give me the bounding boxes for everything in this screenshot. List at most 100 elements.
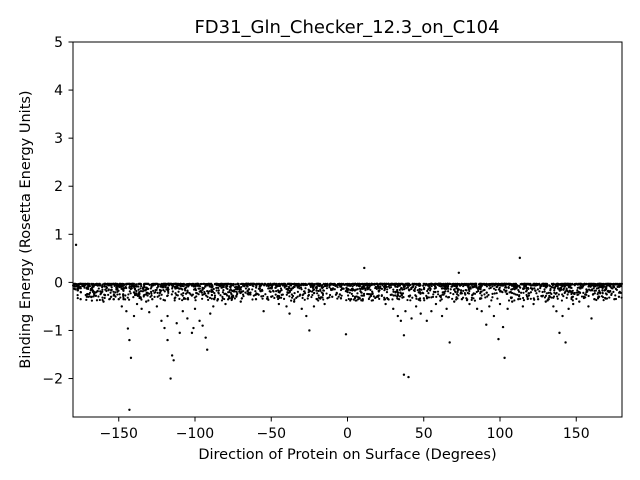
data-point — [491, 292, 494, 295]
data-point — [210, 297, 213, 300]
data-point — [498, 286, 501, 289]
data-point — [414, 294, 417, 297]
data-point — [135, 292, 138, 295]
data-point — [421, 291, 424, 294]
data-point — [614, 287, 617, 290]
data-point — [552, 283, 556, 286]
data-point — [570, 297, 573, 301]
data-point — [282, 284, 285, 287]
data-point — [315, 298, 319, 301]
data-point — [456, 290, 459, 294]
data-point — [269, 290, 272, 294]
data-point — [413, 282, 416, 286]
data-point — [391, 282, 394, 285]
data-point — [357, 296, 360, 299]
data-point — [156, 291, 159, 294]
data-point — [300, 288, 303, 291]
data-point — [459, 289, 463, 292]
data-point — [129, 287, 132, 291]
data-point — [166, 294, 169, 298]
data-point — [554, 292, 557, 295]
data-point — [286, 288, 290, 292]
data-point — [590, 317, 593, 320]
data-point — [602, 285, 606, 288]
data-point — [223, 283, 226, 286]
data-point — [278, 296, 281, 299]
data-point — [427, 292, 430, 295]
data-point — [128, 282, 131, 285]
data-point — [321, 283, 324, 287]
data-point — [186, 291, 189, 294]
data-point — [142, 295, 145, 298]
data-point — [141, 286, 145, 290]
data-point — [238, 290, 241, 293]
data-point — [349, 288, 352, 292]
data-point — [503, 356, 506, 360]
data-point — [174, 292, 177, 295]
data-point — [575, 297, 578, 300]
data-point — [371, 292, 374, 296]
data-point — [411, 296, 414, 299]
data-point — [77, 284, 80, 287]
data-point — [140, 307, 143, 311]
data-point — [360, 291, 363, 294]
data-point — [280, 289, 283, 292]
data-point — [96, 289, 99, 292]
data-point — [550, 296, 553, 299]
data-point — [226, 285, 229, 288]
data-point — [395, 283, 398, 286]
data-point — [351, 287, 354, 290]
data-point — [201, 324, 204, 327]
data-point — [273, 282, 276, 285]
data-point — [133, 284, 136, 288]
data-point — [339, 285, 342, 288]
data-point — [618, 282, 622, 286]
data-point — [383, 298, 386, 301]
data-point — [400, 292, 404, 295]
data-point — [254, 293, 258, 296]
data-point — [526, 297, 529, 300]
data-point — [589, 282, 592, 286]
data-point — [422, 282, 425, 285]
data-point — [117, 289, 120, 292]
data-point — [277, 302, 281, 306]
data-point — [156, 295, 159, 298]
data-point — [107, 293, 110, 296]
data-point — [364, 287, 367, 290]
data-point — [260, 282, 263, 285]
data-point — [302, 282, 305, 285]
data-point — [518, 256, 522, 260]
data-point — [501, 284, 504, 287]
data-point — [187, 283, 191, 286]
data-point — [293, 282, 296, 285]
data-point — [605, 293, 608, 296]
data-point — [109, 288, 113, 292]
data-point — [560, 288, 563, 291]
data-point — [605, 297, 609, 300]
data-point — [457, 288, 461, 291]
data-point — [576, 282, 580, 285]
data-point — [338, 293, 342, 296]
data-point — [75, 283, 78, 286]
data-point — [437, 282, 440, 285]
data-point — [549, 287, 552, 291]
data-point — [105, 285, 108, 288]
data-point — [565, 288, 568, 291]
data-point — [337, 295, 340, 298]
data-point — [555, 285, 558, 288]
data-point — [129, 292, 132, 295]
data-point — [133, 288, 137, 291]
data-point — [188, 291, 191, 295]
data-point — [507, 286, 510, 290]
data-point — [124, 298, 127, 301]
data-point — [437, 293, 440, 296]
data-point — [450, 285, 453, 288]
data-point — [307, 293, 311, 297]
data-point — [83, 286, 86, 289]
data-point — [532, 302, 535, 306]
data-point — [82, 283, 86, 286]
data-point — [124, 294, 127, 297]
data-point — [261, 297, 264, 300]
data-point — [198, 287, 201, 290]
data-point — [88, 291, 92, 294]
